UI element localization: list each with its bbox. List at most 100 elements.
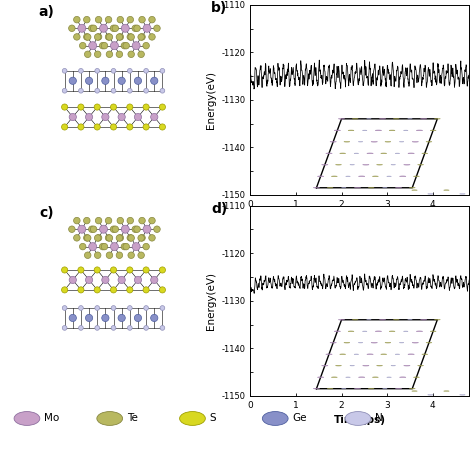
- Circle shape: [334, 331, 340, 332]
- Circle shape: [418, 164, 424, 165]
- Circle shape: [389, 130, 395, 131]
- Circle shape: [110, 124, 117, 130]
- Circle shape: [334, 130, 340, 131]
- Circle shape: [327, 187, 333, 188]
- Circle shape: [78, 287, 84, 293]
- Circle shape: [434, 118, 440, 119]
- Circle shape: [151, 77, 158, 84]
- Circle shape: [379, 118, 386, 119]
- Circle shape: [391, 365, 395, 366]
- Circle shape: [128, 306, 132, 310]
- Circle shape: [106, 34, 113, 40]
- Circle shape: [100, 243, 106, 250]
- Circle shape: [62, 306, 67, 310]
- Circle shape: [102, 276, 109, 283]
- Circle shape: [151, 276, 158, 283]
- Circle shape: [85, 314, 93, 321]
- Circle shape: [127, 235, 134, 241]
- Circle shape: [111, 326, 116, 330]
- Circle shape: [123, 243, 129, 250]
- Circle shape: [79, 326, 83, 330]
- Circle shape: [375, 130, 382, 131]
- Circle shape: [102, 77, 109, 84]
- Circle shape: [128, 89, 132, 93]
- Circle shape: [412, 190, 417, 191]
- Circle shape: [139, 17, 146, 23]
- Circle shape: [134, 226, 140, 232]
- Circle shape: [84, 235, 91, 241]
- Circle shape: [412, 342, 419, 343]
- X-axis label: Time(ps): Time(ps): [334, 415, 386, 425]
- Circle shape: [143, 24, 151, 32]
- Circle shape: [138, 51, 145, 57]
- Circle shape: [144, 68, 148, 73]
- Circle shape: [118, 276, 125, 283]
- Circle shape: [85, 276, 93, 283]
- Circle shape: [367, 153, 373, 154]
- Text: N: N: [375, 413, 383, 423]
- Circle shape: [128, 34, 135, 40]
- Circle shape: [413, 176, 419, 177]
- Circle shape: [105, 218, 112, 224]
- Circle shape: [354, 388, 361, 389]
- Text: b): b): [211, 1, 227, 15]
- Circle shape: [138, 34, 145, 40]
- Circle shape: [416, 130, 423, 131]
- Circle shape: [149, 218, 155, 224]
- Circle shape: [322, 365, 328, 366]
- Circle shape: [128, 68, 132, 73]
- Circle shape: [151, 113, 158, 121]
- Circle shape: [100, 42, 106, 49]
- Circle shape: [368, 388, 374, 389]
- Circle shape: [144, 306, 148, 310]
- Circle shape: [159, 267, 165, 273]
- Circle shape: [430, 130, 436, 131]
- Circle shape: [391, 164, 395, 165]
- Circle shape: [159, 287, 165, 293]
- Circle shape: [89, 42, 97, 50]
- Circle shape: [84, 34, 91, 40]
- Circle shape: [376, 164, 383, 165]
- Circle shape: [263, 411, 288, 425]
- Circle shape: [69, 113, 76, 121]
- Circle shape: [132, 42, 140, 50]
- Circle shape: [385, 342, 391, 343]
- Circle shape: [426, 342, 432, 343]
- Circle shape: [336, 164, 341, 165]
- Circle shape: [352, 319, 358, 320]
- Circle shape: [379, 319, 386, 320]
- Circle shape: [116, 51, 123, 57]
- Circle shape: [97, 411, 123, 425]
- Circle shape: [105, 34, 112, 40]
- Circle shape: [100, 24, 108, 32]
- Circle shape: [95, 89, 100, 93]
- Circle shape: [138, 252, 145, 258]
- Circle shape: [118, 77, 125, 84]
- Circle shape: [367, 354, 373, 355]
- Circle shape: [326, 153, 332, 154]
- Circle shape: [79, 68, 83, 73]
- Circle shape: [395, 388, 402, 389]
- Circle shape: [62, 287, 68, 293]
- Circle shape: [354, 354, 359, 355]
- Circle shape: [117, 34, 124, 40]
- Circle shape: [91, 226, 97, 232]
- Circle shape: [94, 104, 100, 110]
- Circle shape: [313, 388, 319, 389]
- Circle shape: [338, 319, 345, 320]
- Circle shape: [409, 187, 415, 188]
- Circle shape: [139, 34, 146, 40]
- Circle shape: [105, 235, 112, 241]
- Circle shape: [80, 42, 86, 49]
- Circle shape: [95, 326, 100, 330]
- Circle shape: [101, 243, 108, 250]
- Circle shape: [78, 104, 84, 110]
- Circle shape: [143, 267, 149, 273]
- Circle shape: [84, 252, 91, 258]
- Circle shape: [154, 226, 160, 232]
- Circle shape: [118, 314, 125, 321]
- Circle shape: [112, 25, 118, 32]
- Circle shape: [371, 141, 377, 142]
- Circle shape: [149, 235, 155, 241]
- Circle shape: [62, 326, 67, 330]
